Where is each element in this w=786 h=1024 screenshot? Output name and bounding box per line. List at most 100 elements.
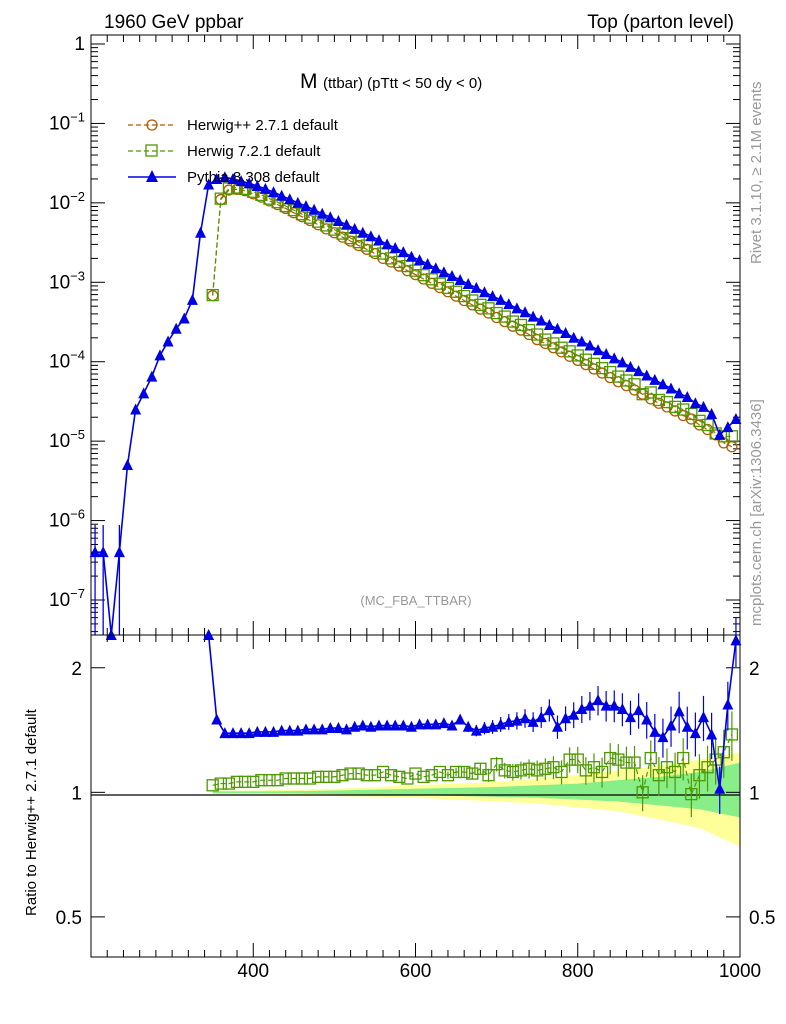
point-1 bbox=[466, 294, 479, 307]
watermark: (MC_FBA_TTBAR) bbox=[360, 593, 471, 608]
point-2 bbox=[259, 182, 271, 194]
point-ratio-1 bbox=[251, 725, 263, 737]
point-1 bbox=[206, 288, 219, 302]
point-1 bbox=[677, 403, 690, 416]
point-2 bbox=[608, 352, 620, 364]
header-left: 1960 GeV ppbar bbox=[104, 12, 244, 33]
point-ratio-1 bbox=[268, 725, 280, 737]
point-2 bbox=[665, 382, 677, 394]
point-2 bbox=[487, 290, 499, 302]
point-ratio-0 bbox=[287, 772, 300, 785]
point-2 bbox=[324, 211, 336, 223]
series-line-2 bbox=[95, 176, 737, 636]
point-1 bbox=[368, 244, 382, 257]
point-1 bbox=[685, 407, 698, 421]
point-ratio-0 bbox=[466, 767, 479, 780]
ratio-y-label: Ratio to Herwig++ 2.7.1 default bbox=[23, 708, 40, 916]
point-2 bbox=[568, 331, 580, 343]
point-ratio-0 bbox=[393, 770, 406, 783]
ratio-y-tick-label-right: 0.5 bbox=[749, 908, 775, 929]
point-2 bbox=[154, 349, 166, 361]
point-2 bbox=[243, 177, 255, 189]
point-ratio-1 bbox=[332, 722, 344, 734]
point-2 bbox=[511, 302, 523, 314]
source-label: mcplots.cern.ch [arXiv:1306.3436] bbox=[748, 399, 765, 626]
point-2 bbox=[178, 312, 190, 324]
point-2 bbox=[503, 298, 515, 310]
point-ratio-0 bbox=[352, 767, 365, 780]
point-1 bbox=[628, 378, 641, 391]
point-2 bbox=[714, 428, 726, 440]
legend-marker-herwig-pp bbox=[146, 119, 158, 131]
ratio-y-tick-label: 0.5 bbox=[56, 908, 82, 929]
point-ratio-0 bbox=[344, 767, 357, 780]
point-2 bbox=[357, 226, 369, 238]
point-ratio-1 bbox=[365, 720, 377, 732]
x-tick-label: 400 bbox=[237, 961, 269, 982]
point-2 bbox=[560, 326, 572, 338]
ratio-y-tick-label: 1 bbox=[71, 783, 82, 804]
point-1 bbox=[490, 306, 503, 320]
point-2 bbox=[519, 306, 531, 318]
point-ratio-1 bbox=[397, 719, 409, 731]
point-ratio-1 bbox=[292, 724, 304, 736]
point-2 bbox=[697, 400, 709, 412]
point-2 bbox=[138, 387, 150, 399]
legend-marker-herwig7 bbox=[145, 144, 158, 157]
point-ratio-1 bbox=[373, 719, 385, 731]
y-tick-label: 10−3 bbox=[49, 268, 85, 293]
point-2 bbox=[657, 378, 669, 390]
point-1 bbox=[579, 353, 593, 366]
point-ratio-1 bbox=[414, 718, 426, 730]
point-ratio-0 bbox=[214, 777, 227, 790]
point-2 bbox=[162, 335, 174, 347]
point-1 bbox=[417, 268, 430, 282]
point-2 bbox=[535, 314, 547, 326]
point-2 bbox=[689, 397, 701, 409]
point-1 bbox=[214, 192, 227, 205]
point-ratio-0 bbox=[255, 774, 268, 787]
point-ratio-1 bbox=[381, 719, 393, 731]
point-2 bbox=[592, 344, 604, 356]
point-1 bbox=[433, 277, 446, 290]
point-2 bbox=[633, 365, 645, 377]
point-1 bbox=[539, 333, 552, 346]
point-ratio-0 bbox=[458, 765, 471, 779]
point-ratio-1 bbox=[243, 727, 255, 739]
point-ratio-0 bbox=[303, 772, 317, 785]
point-ratio-0 bbox=[376, 765, 390, 779]
point-2 bbox=[341, 218, 353, 230]
point-ratio-1 bbox=[300, 723, 312, 735]
point-ratio-0 bbox=[433, 765, 446, 779]
point-2 bbox=[316, 207, 328, 219]
point-ratio-1 bbox=[422, 718, 434, 730]
point-1 bbox=[652, 393, 666, 407]
point-1 bbox=[287, 203, 300, 217]
legend: Herwig++ 2.7.1 default Herwig 7.2.1 defa… bbox=[128, 117, 339, 186]
point-1 bbox=[547, 337, 560, 350]
ratio-y-tick-label-right: 2 bbox=[749, 659, 760, 680]
point-2 bbox=[405, 250, 417, 262]
point-ratio-1 bbox=[357, 719, 369, 731]
point-2 bbox=[195, 226, 207, 238]
main-axis-ticks: 1 10−1 10−2 10−3 10−4 10−5 10−6 10−7 bbox=[49, 34, 741, 635]
point-1 bbox=[660, 395, 674, 409]
legend-item-herwig7: Herwig 7.2.1 default bbox=[128, 143, 321, 160]
y-tick-label: 10−6 bbox=[49, 507, 85, 532]
point-2 bbox=[649, 373, 661, 385]
point-2 bbox=[373, 234, 385, 246]
y-tick-label: 10−5 bbox=[49, 427, 85, 452]
legend-label-herwig-pp: Herwig++ 2.7.1 default bbox=[187, 117, 339, 134]
point-2 bbox=[389, 242, 401, 254]
point-ratio-0 bbox=[368, 769, 382, 782]
point-2 bbox=[308, 203, 320, 215]
point-ratio-0 bbox=[271, 774, 284, 787]
point-1 bbox=[563, 345, 576, 358]
point-2 bbox=[462, 278, 474, 290]
point-2 bbox=[186, 293, 198, 305]
ratio-y-tick-label: 2 bbox=[71, 659, 82, 680]
point-1 bbox=[595, 361, 609, 375]
point-2 bbox=[235, 175, 247, 187]
point-2 bbox=[349, 222, 361, 234]
rivet-label: Rivet 3.1.10, ≥ 2.1M events bbox=[748, 82, 765, 265]
